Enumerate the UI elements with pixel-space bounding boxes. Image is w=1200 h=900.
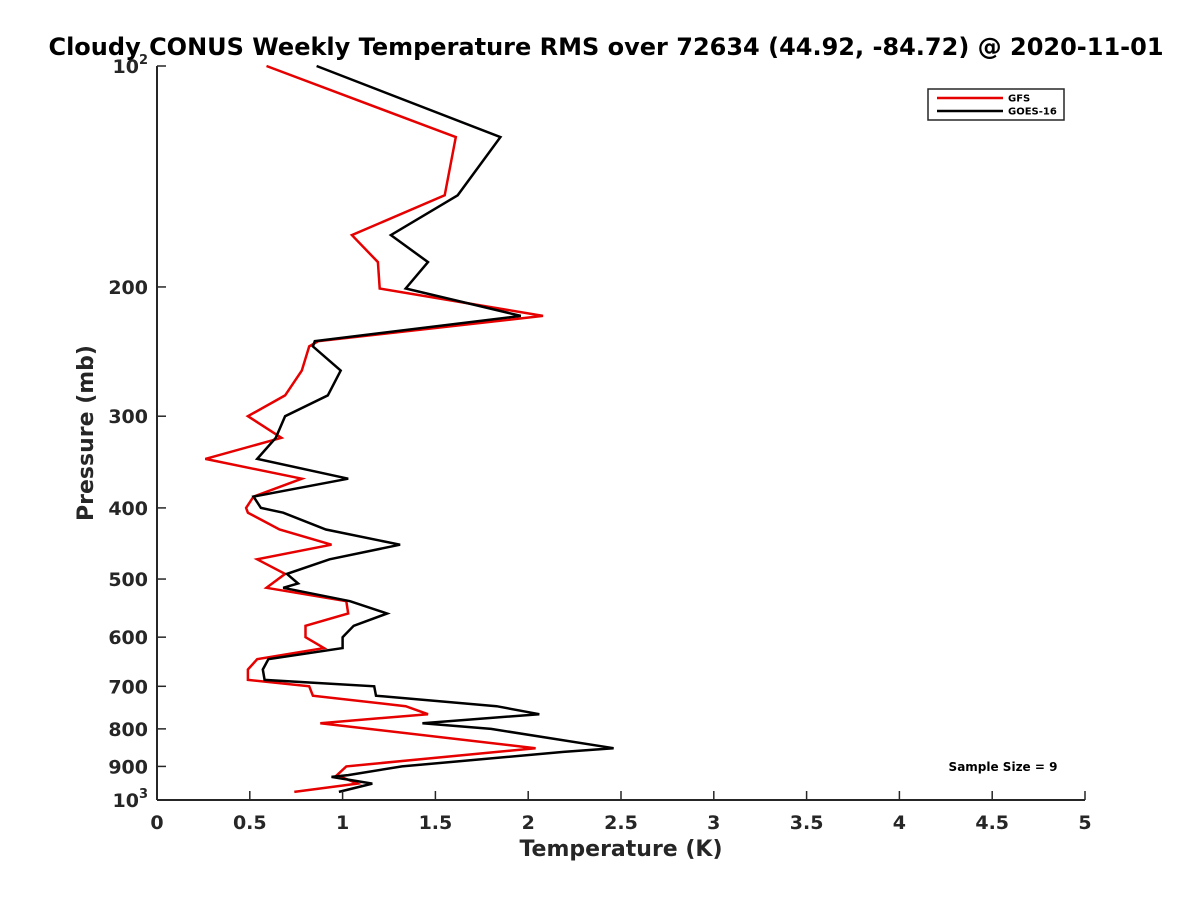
sample-size-annotation: Sample Size = 9: [949, 760, 1058, 774]
y-ticks: 102 200 300 400 500 600 700 800 900 103: [108, 53, 166, 812]
x-tick-label: 1: [336, 812, 349, 834]
y-tick-label: 900: [108, 756, 148, 778]
x-tick-label: 4.5: [975, 812, 1009, 834]
y-tick-label: 600: [108, 627, 148, 649]
x-axis-label: Temperature (K): [519, 837, 722, 862]
x-tick-label: 0: [150, 812, 163, 834]
x-tick-label: 2: [522, 812, 535, 834]
legend-label-gfs: GFS: [1008, 94, 1030, 105]
y-tick-label: 200: [108, 277, 148, 299]
x-tick-label: 3.5: [790, 812, 824, 834]
x-ticks: 0 0.5 1 1.5 2 2.5 3 3.5 4 4.5 5: [150, 791, 1092, 834]
x-tick-label: 2.5: [604, 812, 638, 834]
y-tick-label: 700: [108, 676, 148, 698]
series-line-gfs: [204, 64, 544, 794]
series-group: [204, 64, 614, 794]
y-tick-label: 800: [108, 719, 148, 741]
x-tick-label: 5: [1078, 812, 1091, 834]
x-tick-label: 4: [893, 812, 906, 834]
x-tick-label: 1.5: [419, 812, 453, 834]
x-tick-label: 3: [707, 812, 720, 834]
series-line-goes16: [251, 64, 614, 794]
y-tick-label: 500: [108, 569, 148, 591]
legend-box: [927, 88, 1065, 121]
plot-area: 0 0.5 1 1.5 2 2.5 3 3.5 4 4.5 5 102 200 300 400 500 600…: [108, 53, 1091, 834]
x-tick-label: 0.5: [233, 812, 267, 834]
y-tick-label: 400: [108, 498, 148, 520]
legend-label-goes16: GOES-16: [1008, 107, 1057, 118]
legend: GFS GOES-16: [927, 88, 1065, 121]
y-tick-label: 102: [113, 53, 149, 78]
y-tick-label: 300: [108, 406, 148, 428]
chart-title: Cloudy CONUS Weekly Temperature RMS over…: [48, 33, 1163, 61]
y-axis-label: Pressure (mb): [74, 345, 99, 521]
y-tick-label: 103: [113, 787, 149, 812]
